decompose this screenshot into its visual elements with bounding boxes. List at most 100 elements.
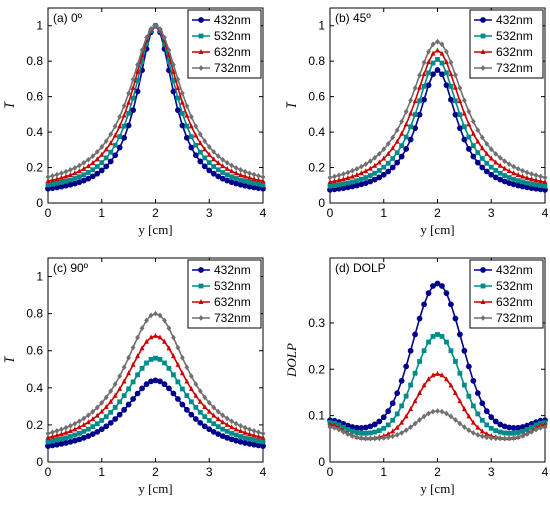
data-point: [430, 283, 436, 289]
data-point: [524, 180, 530, 186]
data-point: [85, 156, 91, 163]
data-point: [497, 162, 503, 168]
y-tick-label: 0.3: [308, 316, 325, 330]
data-point: [260, 174, 266, 180]
data-point: [183, 134, 190, 141]
data-point: [488, 171, 495, 178]
data-point: [430, 71, 436, 78]
series-532nm: [45, 355, 266, 445]
data-point: [435, 408, 440, 414]
data-point: [398, 153, 405, 160]
data-point: [371, 421, 378, 428]
data-point: [421, 71, 427, 77]
data-point: [439, 334, 445, 339]
data-point: [399, 403, 405, 409]
legend-label: 532nm: [214, 279, 251, 293]
data-point: [50, 177, 55, 183]
data-point: [103, 138, 109, 145]
data-point: [130, 396, 137, 402]
data-point: [421, 413, 427, 420]
data-point: [358, 430, 364, 436]
data-point: [453, 72, 458, 78]
data-point: [112, 123, 118, 130]
data-point: [474, 390, 481, 397]
data-point: [430, 334, 436, 339]
data-point: [224, 421, 230, 427]
data-point: [376, 150, 382, 157]
data-point: [390, 428, 396, 434]
data-point: [45, 434, 51, 440]
data-point: [126, 110, 132, 116]
data-point: [390, 156, 396, 161]
panel-title: (d) DOLP: [335, 261, 386, 275]
data-point: [121, 364, 127, 371]
x-axis-label: y [cm]: [420, 222, 454, 237]
data-point: [126, 370, 132, 376]
data-point: [72, 426, 78, 432]
data-point: [139, 345, 145, 351]
data-point: [403, 121, 409, 127]
legend-marker: [480, 17, 486, 23]
data-point: [166, 345, 172, 351]
legend-label: 632nm: [496, 295, 533, 309]
data-point: [466, 393, 472, 399]
data-point: [202, 404, 208, 410]
data-point: [202, 394, 208, 401]
data-point: [130, 344, 136, 351]
data-point: [121, 112, 127, 118]
data-point: [533, 426, 539, 433]
data-point: [59, 170, 64, 177]
data-point: [67, 434, 73, 439]
data-point: [229, 430, 235, 436]
x-tick-label: 4: [542, 206, 549, 220]
data-point: [247, 179, 252, 185]
data-point: [233, 432, 239, 438]
series-line: [47, 379, 264, 447]
data-point: [85, 175, 92, 182]
data-point: [470, 118, 476, 125]
data-point: [399, 118, 405, 125]
data-point: [408, 406, 414, 412]
data-point: [99, 151, 105, 157]
data-point: [474, 159, 481, 166]
y-tick-label: 0.2: [26, 418, 43, 432]
data-point: [94, 156, 100, 162]
data-point: [488, 155, 494, 161]
data-point: [461, 406, 467, 412]
data-point: [465, 363, 472, 370]
data-point: [332, 173, 337, 180]
series-line: [329, 333, 546, 435]
data-point: [358, 170, 364, 176]
data-point: [211, 404, 217, 411]
data-point: [229, 162, 235, 169]
data-point: [493, 428, 499, 433]
data-point: [416, 111, 423, 118]
data-point: [336, 182, 342, 188]
data-point: [506, 161, 512, 168]
data-point: [260, 443, 266, 449]
data-point: [63, 168, 69, 175]
data-point: [206, 418, 212, 423]
data-point: [179, 110, 185, 116]
data-point: [233, 170, 239, 176]
data-point: [479, 164, 486, 171]
data-point: [215, 424, 221, 430]
data-point: [506, 435, 512, 442]
data-point: [67, 177, 73, 183]
data-point: [354, 430, 360, 435]
y-tick-label: 1: [36, 270, 43, 284]
data-point: [466, 413, 472, 419]
data-point: [67, 428, 73, 434]
data-point: [417, 72, 422, 78]
data-point: [385, 408, 392, 415]
data-point: [435, 370, 440, 376]
data-point: [256, 181, 261, 187]
data-point: [58, 183, 65, 190]
data-point: [54, 432, 60, 438]
data-point: [425, 290, 432, 297]
data-point: [103, 146, 109, 152]
data-point: [385, 160, 391, 166]
data-point: [533, 182, 539, 188]
data-point: [229, 424, 235, 430]
x-tick-label: 1: [98, 465, 105, 479]
